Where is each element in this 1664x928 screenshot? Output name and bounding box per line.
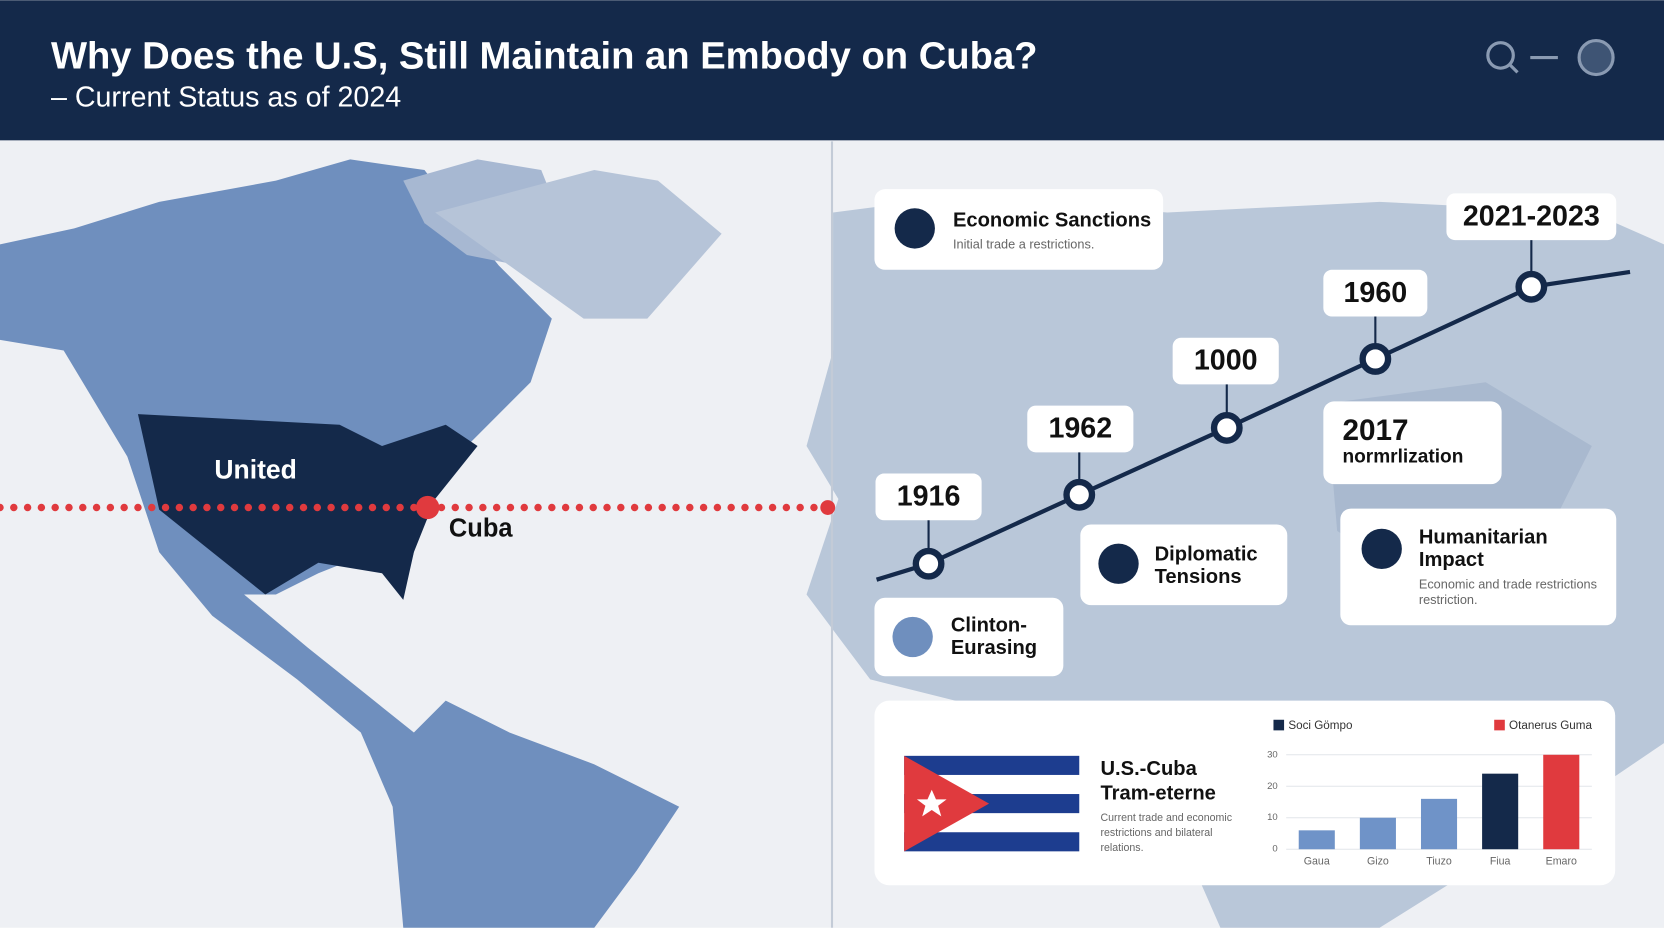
end-dot — [820, 500, 836, 515]
legend-label: Soci Gömpo — [1288, 719, 1352, 732]
card — [874, 597, 1064, 677]
map-left — [0, 159, 722, 928]
legend-swatch — [1494, 719, 1505, 731]
bar — [1298, 830, 1335, 850]
card — [1080, 524, 1288, 606]
legend-label: Otanerus Guma — [1509, 719, 1592, 732]
x-tick-label: Emaro — [1546, 856, 1577, 868]
y-tick-label: 10 — [1267, 812, 1278, 823]
card-title: Clinton- — [951, 615, 1027, 637]
y-tick-label: 0 — [1272, 844, 1277, 855]
header — [0, 0, 1664, 141]
cuba-dot — [416, 495, 440, 520]
panel-text: relations. — [1100, 842, 1143, 854]
card-icon — [894, 208, 935, 249]
bar — [1482, 773, 1519, 850]
year-label: 1000 — [1194, 345, 1258, 377]
card — [874, 189, 1164, 270]
card-title: Humanitarian — [1419, 527, 1548, 549]
legend-swatch — [1273, 719, 1285, 731]
header-icons — [1486, 38, 1615, 77]
bar — [1543, 754, 1580, 850]
year-box — [1446, 193, 1617, 241]
timeline: 1916 1962 1000 1960 2021-2023 2017normrlizati… — [875, 193, 1617, 580]
cuba-flag — [904, 755, 1080, 852]
card-title: Economic Sanctions — [953, 209, 1151, 231]
timeline-node — [1210, 412, 1243, 444]
card-title: Impact — [1419, 549, 1484, 571]
x-tick-label: Gaua — [1304, 856, 1330, 868]
year-box — [1172, 337, 1279, 385]
panel-text: Current trade and economic — [1100, 812, 1232, 824]
year-label: 1962 — [1048, 413, 1112, 445]
card-text: Initial trade a restrictions. — [953, 237, 1094, 252]
x-tick-label: Gizo — [1367, 856, 1389, 868]
year-box — [1323, 269, 1428, 317]
card-title: Tensions — [1155, 566, 1242, 588]
timeline-node — [1063, 478, 1096, 511]
card-icon — [1361, 528, 1402, 570]
bar — [1359, 817, 1396, 850]
panel-text: restrictions and bilateral — [1100, 827, 1212, 839]
card-icon — [1098, 543, 1139, 584]
year-box — [1027, 405, 1134, 453]
map-label: Cuba — [449, 515, 513, 543]
card — [1340, 508, 1617, 626]
timeline-node — [1515, 270, 1548, 303]
panel-title: U.S.-Cuba — [1100, 758, 1197, 780]
timeline-node — [1359, 343, 1392, 375]
map-label: United — [214, 454, 297, 484]
cards: Economic Sanctions Initial trade a restri… — [874, 189, 1617, 677]
note-year: 2017 — [1342, 414, 1408, 447]
note-box — [1323, 401, 1502, 485]
bar — [1420, 798, 1458, 850]
year-label: 1960 — [1343, 277, 1407, 309]
year-box — [875, 473, 982, 521]
timeline-node — [912, 547, 945, 580]
y-tick-label: 20 — [1267, 781, 1278, 792]
panel-title: Tram-eterne — [1100, 782, 1215, 804]
card-text: Economic and trade restrictions — [1419, 576, 1597, 591]
card-title: Eurasing — [951, 637, 1037, 659]
note-text: normrlization — [1342, 447, 1463, 468]
y-tick-label: 30 — [1267, 749, 1278, 760]
year-label: 2021-2023 — [1463, 200, 1600, 232]
title: Why Does the U.S, Still Maintain an Embo… — [51, 35, 1038, 78]
card-icon — [892, 616, 933, 658]
x-tick-label: Tiuzo — [1426, 856, 1452, 868]
year-label: 1916 — [897, 481, 961, 513]
card-text: restriction. — [1419, 592, 1478, 607]
card-title: Diplomatic — [1155, 544, 1258, 566]
x-tick-label: Fiua — [1490, 856, 1511, 868]
subtitle: – Current Status as of 2024 — [51, 82, 401, 114]
